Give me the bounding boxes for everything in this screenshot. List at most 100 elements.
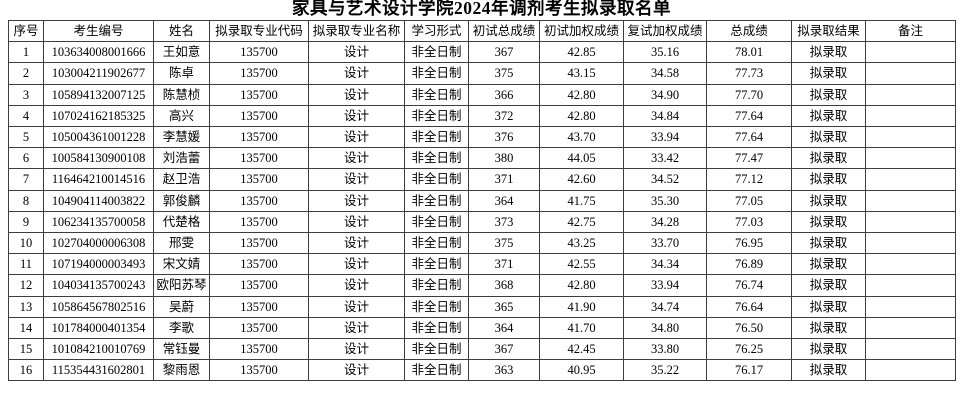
cell-initial-total-score: 367 [468, 338, 540, 361]
cell-name: 吴蔚 [153, 295, 210, 318]
col-header-remark: 备注 [865, 19, 956, 43]
cell-admission-result: 拟录取 [791, 359, 866, 382]
cell-initial-weighted-score: 43.70 [539, 126, 624, 149]
cell-study-form: 非全日制 [404, 147, 469, 170]
cell-major-code: 135700 [209, 338, 309, 361]
cell-remark [865, 316, 956, 340]
cell-major-code: 135700 [209, 147, 309, 170]
cell-total-score: 76.50 [706, 316, 792, 340]
cell-candidate-no: 116464210014516 [43, 168, 154, 191]
cell-admission-result: 拟录取 [791, 83, 866, 106]
cell-initial-total-score: 368 [468, 274, 540, 297]
cell-major-name: 设计 [308, 147, 405, 170]
cell-candidate-no: 101084210010769 [43, 338, 154, 361]
cell-name: 欧阳苏琴 [153, 274, 210, 297]
cell-seq: 4 [8, 104, 44, 128]
cell-name: 赵卫浩 [153, 168, 210, 191]
cell-remark [865, 338, 956, 361]
cell-admission-result: 拟录取 [791, 253, 866, 276]
cell-name: 常钰曼 [153, 338, 210, 361]
cell-name: 黎雨恩 [153, 359, 210, 382]
cell-remark [865, 210, 956, 234]
col-header-major-code: 拟录取专业代码 [209, 19, 309, 43]
header-row: 序号 考生编号 姓名 拟录取专业代码 拟录取专业名称 学习形式 初试总成绩 初试… [8, 19, 956, 43]
cell-seq: 1 [8, 41, 44, 64]
cell-total-score: 76.64 [706, 295, 792, 318]
cell-major-code: 135700 [209, 253, 309, 276]
cell-major-name: 设计 [308, 41, 405, 64]
cell-candidate-no: 105864567802516 [43, 295, 154, 318]
cell-retest-weighted-score: 33.94 [623, 274, 707, 297]
cell-total-score: 76.74 [706, 274, 792, 297]
cell-study-form: 非全日制 [404, 168, 469, 191]
cell-admission-result: 拟录取 [791, 316, 866, 340]
cell-study-form: 非全日制 [404, 83, 469, 106]
cell-candidate-no: 103634008001666 [43, 41, 154, 64]
cell-initial-weighted-score: 41.90 [539, 295, 624, 318]
cell-major-code: 135700 [209, 83, 309, 106]
cell-seq: 10 [8, 232, 44, 255]
cell-retest-weighted-score: 33.70 [623, 232, 707, 255]
cell-candidate-no: 101784000401354 [43, 316, 154, 340]
table-row: 12 104034135700243 欧阳苏琴 135700 设计 非全日制 368 42.8… [8, 274, 956, 297]
cell-seq: 12 [8, 274, 44, 297]
cell-total-score: 77.70 [706, 83, 792, 106]
cell-major-name: 设计 [308, 253, 405, 276]
cell-admission-result: 拟录取 [791, 147, 866, 170]
cell-remark [865, 295, 956, 318]
table-row: 9 106234135700058 代楚格 135700 设计 非全日制 373 42.75 3… [8, 210, 956, 234]
cell-retest-weighted-score: 34.58 [623, 62, 707, 85]
cell-initial-total-score: 371 [468, 253, 540, 276]
cell-study-form: 非全日制 [404, 126, 469, 149]
cell-initial-weighted-score: 44.05 [539, 147, 624, 170]
cell-initial-total-score: 366 [468, 83, 540, 106]
cell-seq: 5 [8, 126, 44, 149]
cell-initial-weighted-score: 42.80 [539, 83, 624, 106]
cell-retest-weighted-score: 35.22 [623, 359, 707, 382]
cell-major-code: 135700 [209, 126, 309, 149]
cell-major-code: 135700 [209, 232, 309, 255]
cell-major-name: 设计 [308, 274, 405, 297]
page-title: 家具与艺术设计学院2024年调剂考生拟录取名单 [292, 0, 671, 18]
cell-admission-result: 拟录取 [791, 338, 866, 361]
cell-candidate-no: 105894132007125 [43, 83, 154, 106]
col-header-retest-weighted-score: 复试加权成绩 [623, 19, 707, 43]
cell-study-form: 非全日制 [404, 274, 469, 297]
cell-study-form: 非全日制 [404, 41, 469, 64]
cell-initial-weighted-score: 41.70 [539, 316, 624, 340]
cell-name: 王如意 [153, 41, 210, 64]
cell-retest-weighted-score: 35.30 [623, 189, 707, 212]
cell-total-score: 77.47 [706, 147, 792, 170]
cell-seq: 13 [8, 295, 44, 318]
cell-seq: 9 [8, 210, 44, 234]
cell-major-name: 设计 [308, 62, 405, 85]
cell-seq: 11 [8, 253, 44, 276]
cell-candidate-no: 104034135700243 [43, 274, 154, 297]
cell-study-form: 非全日制 [404, 104, 469, 128]
cell-seq: 6 [8, 147, 44, 170]
cell-initial-total-score: 372 [468, 104, 540, 128]
cell-total-score: 76.95 [706, 232, 792, 255]
cell-candidate-no: 107194000003493 [43, 253, 154, 276]
cell-study-form: 非全日制 [404, 359, 469, 382]
cell-candidate-no: 105004361001228 [43, 126, 154, 149]
cell-initial-total-score: 364 [468, 189, 540, 212]
table-row: 4 107024162185325 高兴 135700 设计 非全日制 372 42.80 34… [8, 104, 956, 128]
cell-remark [865, 147, 956, 170]
cell-major-name: 设计 [308, 189, 405, 212]
cell-initial-total-score: 363 [468, 359, 540, 382]
cell-admission-result: 拟录取 [791, 62, 866, 85]
cell-major-name: 设计 [308, 232, 405, 255]
cell-total-score: 77.05 [706, 189, 792, 212]
table-row: 15 101084210010769 常钰曼 135700 设计 非全日制 367 42.45… [8, 338, 956, 361]
cell-total-score: 76.25 [706, 338, 792, 361]
table-row: 1 103634008001666 王如意 135700 设计 非全日制 367 42.85 3… [8, 41, 956, 64]
cell-name: 陈慧桢 [153, 83, 210, 106]
cell-initial-total-score: 373 [468, 210, 540, 234]
cell-admission-result: 拟录取 [791, 104, 866, 128]
cell-total-score: 76.89 [706, 253, 792, 276]
cell-study-form: 非全日制 [404, 232, 469, 255]
cell-initial-weighted-score: 43.25 [539, 232, 624, 255]
cell-total-score: 77.12 [706, 168, 792, 191]
